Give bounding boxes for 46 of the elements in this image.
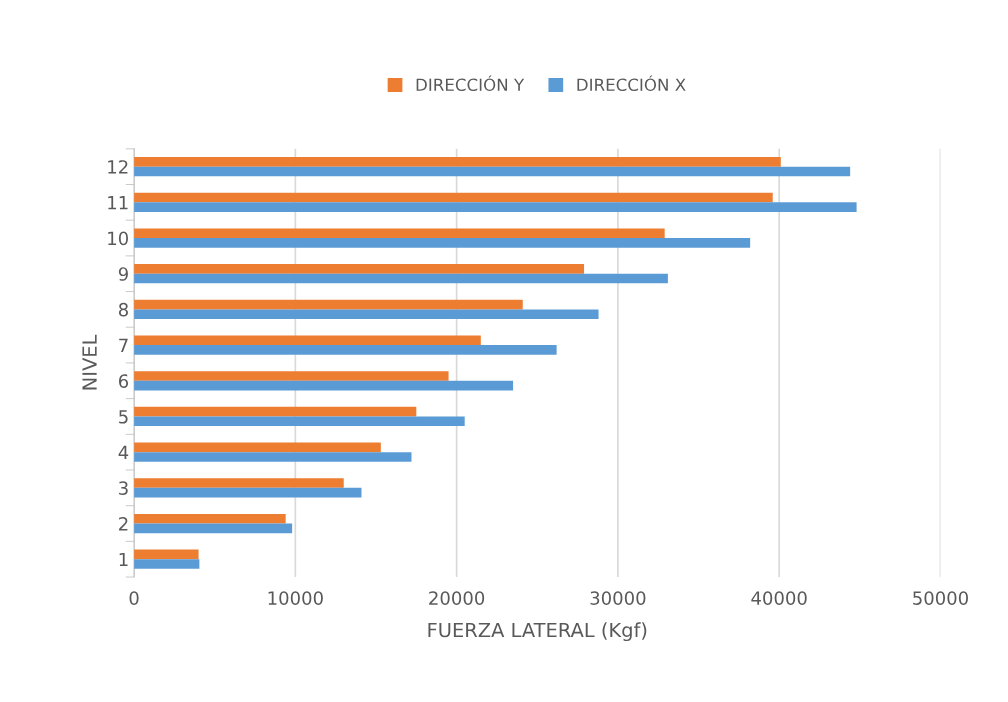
bar [134,442,381,453]
bar [134,523,293,534]
x-tick-label: 10000 [268,591,323,605]
bar [134,273,668,284]
bar [134,559,200,569]
bar [134,406,417,417]
x-tick-label: 20000 [429,591,485,605]
y-tick-label: 9 [118,267,128,281]
y-tick-label: 6 [118,374,129,388]
y-tick-label: 1 [119,552,128,567]
y-tick-label: 7 [119,338,128,352]
y-tick-label: 8 [118,302,128,317]
y-tick-label: 3 [119,481,128,495]
bar [134,264,585,274]
bar [134,513,286,524]
bar [134,202,857,212]
y-tick-label: 2 [119,516,128,531]
bar [134,238,751,248]
bar [134,549,199,560]
x-axis-title: FUERZA LATERAL (Kgf) [428,622,647,642]
bar [134,380,514,391]
y-tick-label: 11 [108,196,128,210]
bar [134,487,362,498]
y-tick-label: 12 [108,160,128,174]
bar [134,416,465,427]
legend-label: DIRECCIÓN Y [416,75,525,92]
x-tick-label: 0 [129,591,139,605]
bar [134,478,344,488]
bar [134,157,781,167]
bar [134,335,481,346]
legend-label: DIRECCIÓN X [577,75,686,92]
bar [134,371,449,381]
y-tick-label: 5 [119,410,128,424]
x-tick-label: 30000 [590,591,646,605]
bar [134,228,665,239]
y-tick-label: 4 [118,445,129,460]
bar [134,345,557,355]
bar [134,192,773,203]
bar [134,309,599,320]
x-tick-label: 50000 [913,591,968,605]
bar [134,452,412,462]
x-tick-label: 40000 [751,591,807,605]
y-tick-label: 10 [108,231,128,246]
y-axis-title: NIVEL [82,334,97,390]
bar [134,166,851,177]
bar [134,299,523,310]
